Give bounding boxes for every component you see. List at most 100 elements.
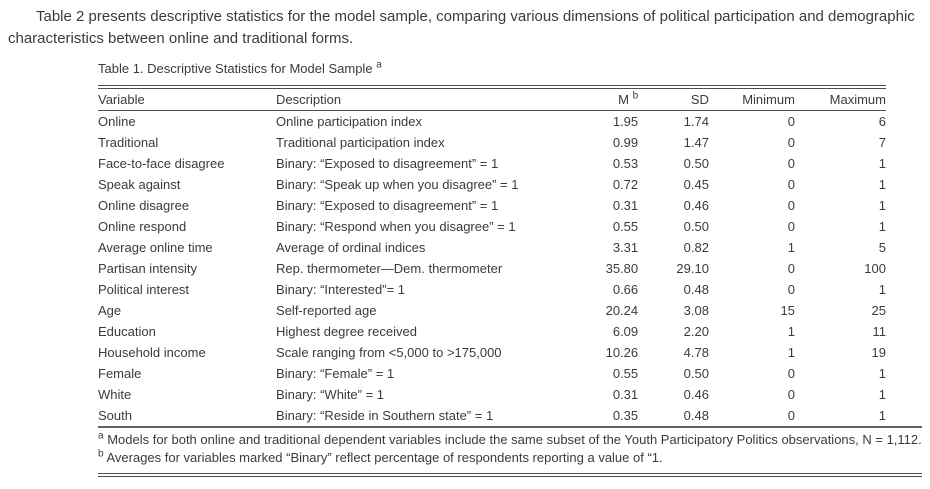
cell-minimum: 0 — [787, 114, 795, 129]
cell-m: 3.31 — [612, 240, 639, 255]
table-row: Traditional Traditional participation in… — [98, 132, 886, 153]
cell-description: Binary: “Female” = 1 — [276, 366, 395, 381]
cell-variable: Political interest — [98, 282, 190, 297]
cell-minimum: 0 — [787, 219, 795, 234]
cell-minimum: 0 — [787, 261, 795, 276]
cell-maximum: 11 — [872, 324, 887, 339]
cell-minimum: 0 — [787, 366, 795, 381]
cell-m: 6.09 — [612, 324, 639, 339]
cell-description: Binary: “Exposed to disagreement” = 1 — [276, 156, 499, 171]
table-row: Age Self-reported age 20.24 3.08 15 25 — [98, 300, 886, 321]
table-row: Online disagree Binary: “Exposed to disa… — [98, 195, 886, 216]
table-row: Female Binary: “Female” = 1 0.55 0.50 0 … — [98, 363, 886, 384]
table-title: Table 1. Descriptive Statistics for Mode… — [98, 60, 922, 76]
column-header-sd: SD — [638, 87, 709, 111]
cell-maximum: 1 — [878, 198, 886, 213]
cell-maximum: 19 — [871, 345, 886, 360]
cell-m: 0.66 — [612, 282, 639, 297]
cell-variable: Speak against — [98, 177, 181, 192]
cell-maximum: 1 — [878, 408, 886, 423]
cell-variable: Online disagree — [98, 198, 190, 213]
cell-maximum: 1 — [878, 282, 886, 297]
cell-sd: 1.47 — [683, 135, 709, 150]
table-row: Partisan intensity Rep. thermometer—Dem.… — [98, 258, 886, 279]
cell-description: Online participation index — [276, 114, 423, 129]
cell-sd: 4.78 — [683, 345, 709, 360]
cell-minimum: 0 — [787, 282, 795, 297]
footnote-b-marker: b — [98, 448, 104, 460]
cell-maximum: 1 — [878, 177, 886, 192]
cell-sd: 2.20 — [683, 324, 709, 339]
cell-minimum: 1 — [787, 240, 795, 255]
table-row: Online Online participation index 1.95 1… — [98, 111, 886, 133]
footnote-a-text: Models for both online and traditional d… — [107, 432, 922, 447]
cell-variable: Online — [98, 114, 136, 129]
cell-m: 35.80 — [605, 261, 639, 276]
column-header-m-text: M — [618, 92, 629, 107]
cell-description: Binary: “White” = 1 — [276, 387, 385, 402]
cell-m: 0.55 — [612, 219, 639, 234]
cell-m: 1.95 — [612, 114, 639, 129]
table-row: Household income Scale ranging from <5,0… — [98, 342, 886, 363]
cell-maximum: 6 — [878, 114, 886, 129]
cell-description: Scale ranging from <5,000 to >175,000 — [276, 345, 502, 360]
cell-minimum: 0 — [787, 135, 795, 150]
table-row: Political interest Binary: “Interested”=… — [98, 279, 886, 300]
cell-minimum: 0 — [787, 387, 795, 402]
table-row: Online respond Binary: “Respond when you… — [98, 216, 886, 237]
cell-variable: Age — [98, 303, 122, 318]
cell-maximum: 1 — [878, 219, 886, 234]
cell-sd: 0.48 — [683, 282, 709, 297]
descriptive-statistics-table: Variable Description M b SD Minimum Maxi… — [98, 85, 886, 426]
table-row: Face-to-face disagree Binary: “Exposed t… — [98, 153, 886, 174]
cell-variable: White — [98, 387, 132, 402]
footnote-a: a Models for both online and traditional… — [98, 431, 922, 449]
cell-maximum: 1 — [878, 156, 886, 171]
cell-sd: 0.46 — [683, 198, 709, 213]
cell-description: Rep. thermometer—Dem. thermometer — [276, 261, 503, 276]
cell-maximum: 5 — [878, 240, 886, 255]
cell-m: 0.31 — [612, 198, 639, 213]
cell-m: 0.31 — [612, 387, 639, 402]
column-header-m: M b — [549, 87, 639, 111]
cell-sd: 1.74 — [683, 114, 709, 129]
cell-variable: South — [98, 408, 132, 423]
column-header-minimum: Minimum — [708, 87, 795, 111]
cell-minimum: 15 — [780, 303, 795, 318]
cell-maximum: 25 — [871, 303, 886, 318]
table-row: Speak against Binary: “Speak up when you… — [98, 174, 886, 195]
intro-paragraph: Table 2 presents descriptive statistics … — [8, 8, 915, 47]
footnote-b: b Averages for variables marked “Binary”… — [98, 449, 922, 467]
footnote-b-text: Averages for variables marked “Binary” r… — [106, 450, 663, 465]
cell-sd: 0.50 — [683, 366, 709, 381]
cell-description: Highest degree received — [276, 324, 417, 339]
cell-minimum: 0 — [787, 198, 795, 213]
cell-sd: 29.10 — [676, 261, 709, 276]
cell-maximum: 100 — [864, 261, 886, 276]
cell-m: 0.99 — [612, 135, 639, 150]
cell-minimum: 1 — [787, 324, 795, 339]
cell-maximum: 7 — [878, 135, 886, 150]
cell-minimum: 0 — [787, 156, 795, 171]
cell-description: Binary: “Speak up when you disagree” = 1 — [276, 177, 519, 192]
cell-sd: 0.82 — [683, 240, 709, 255]
cell-description: Traditional participation index — [276, 135, 445, 150]
cell-minimum: 1 — [787, 345, 795, 360]
cell-m: 0.55 — [612, 366, 639, 381]
cell-variable: Face-to-face disagree — [98, 156, 225, 171]
table-title-text: Table 1. Descriptive Statistics for Mode… — [98, 61, 373, 76]
cell-variable: Household income — [98, 345, 206, 360]
cell-minimum: 0 — [787, 408, 795, 423]
m-note-marker: b — [632, 90, 639, 102]
cell-description: Binary: “Respond when you disagree” = 1 — [276, 219, 516, 234]
cell-description: Binary: “Reside in Southern state” = 1 — [276, 408, 494, 423]
column-header-variable: Variable — [98, 87, 277, 111]
table-footnotes: a Models for both online and traditional… — [98, 426, 922, 477]
cell-description: Self-reported age — [276, 303, 377, 318]
cell-description: Binary: “Exposed to disagreement” = 1 — [276, 198, 499, 213]
cell-maximum: 1 — [878, 366, 886, 381]
footnote-a-marker: a — [98, 430, 104, 442]
table-block: Table 1. Descriptive Statistics for Mode… — [98, 60, 922, 477]
cell-m: 0.53 — [612, 156, 639, 171]
column-header-description: Description — [276, 87, 550, 111]
